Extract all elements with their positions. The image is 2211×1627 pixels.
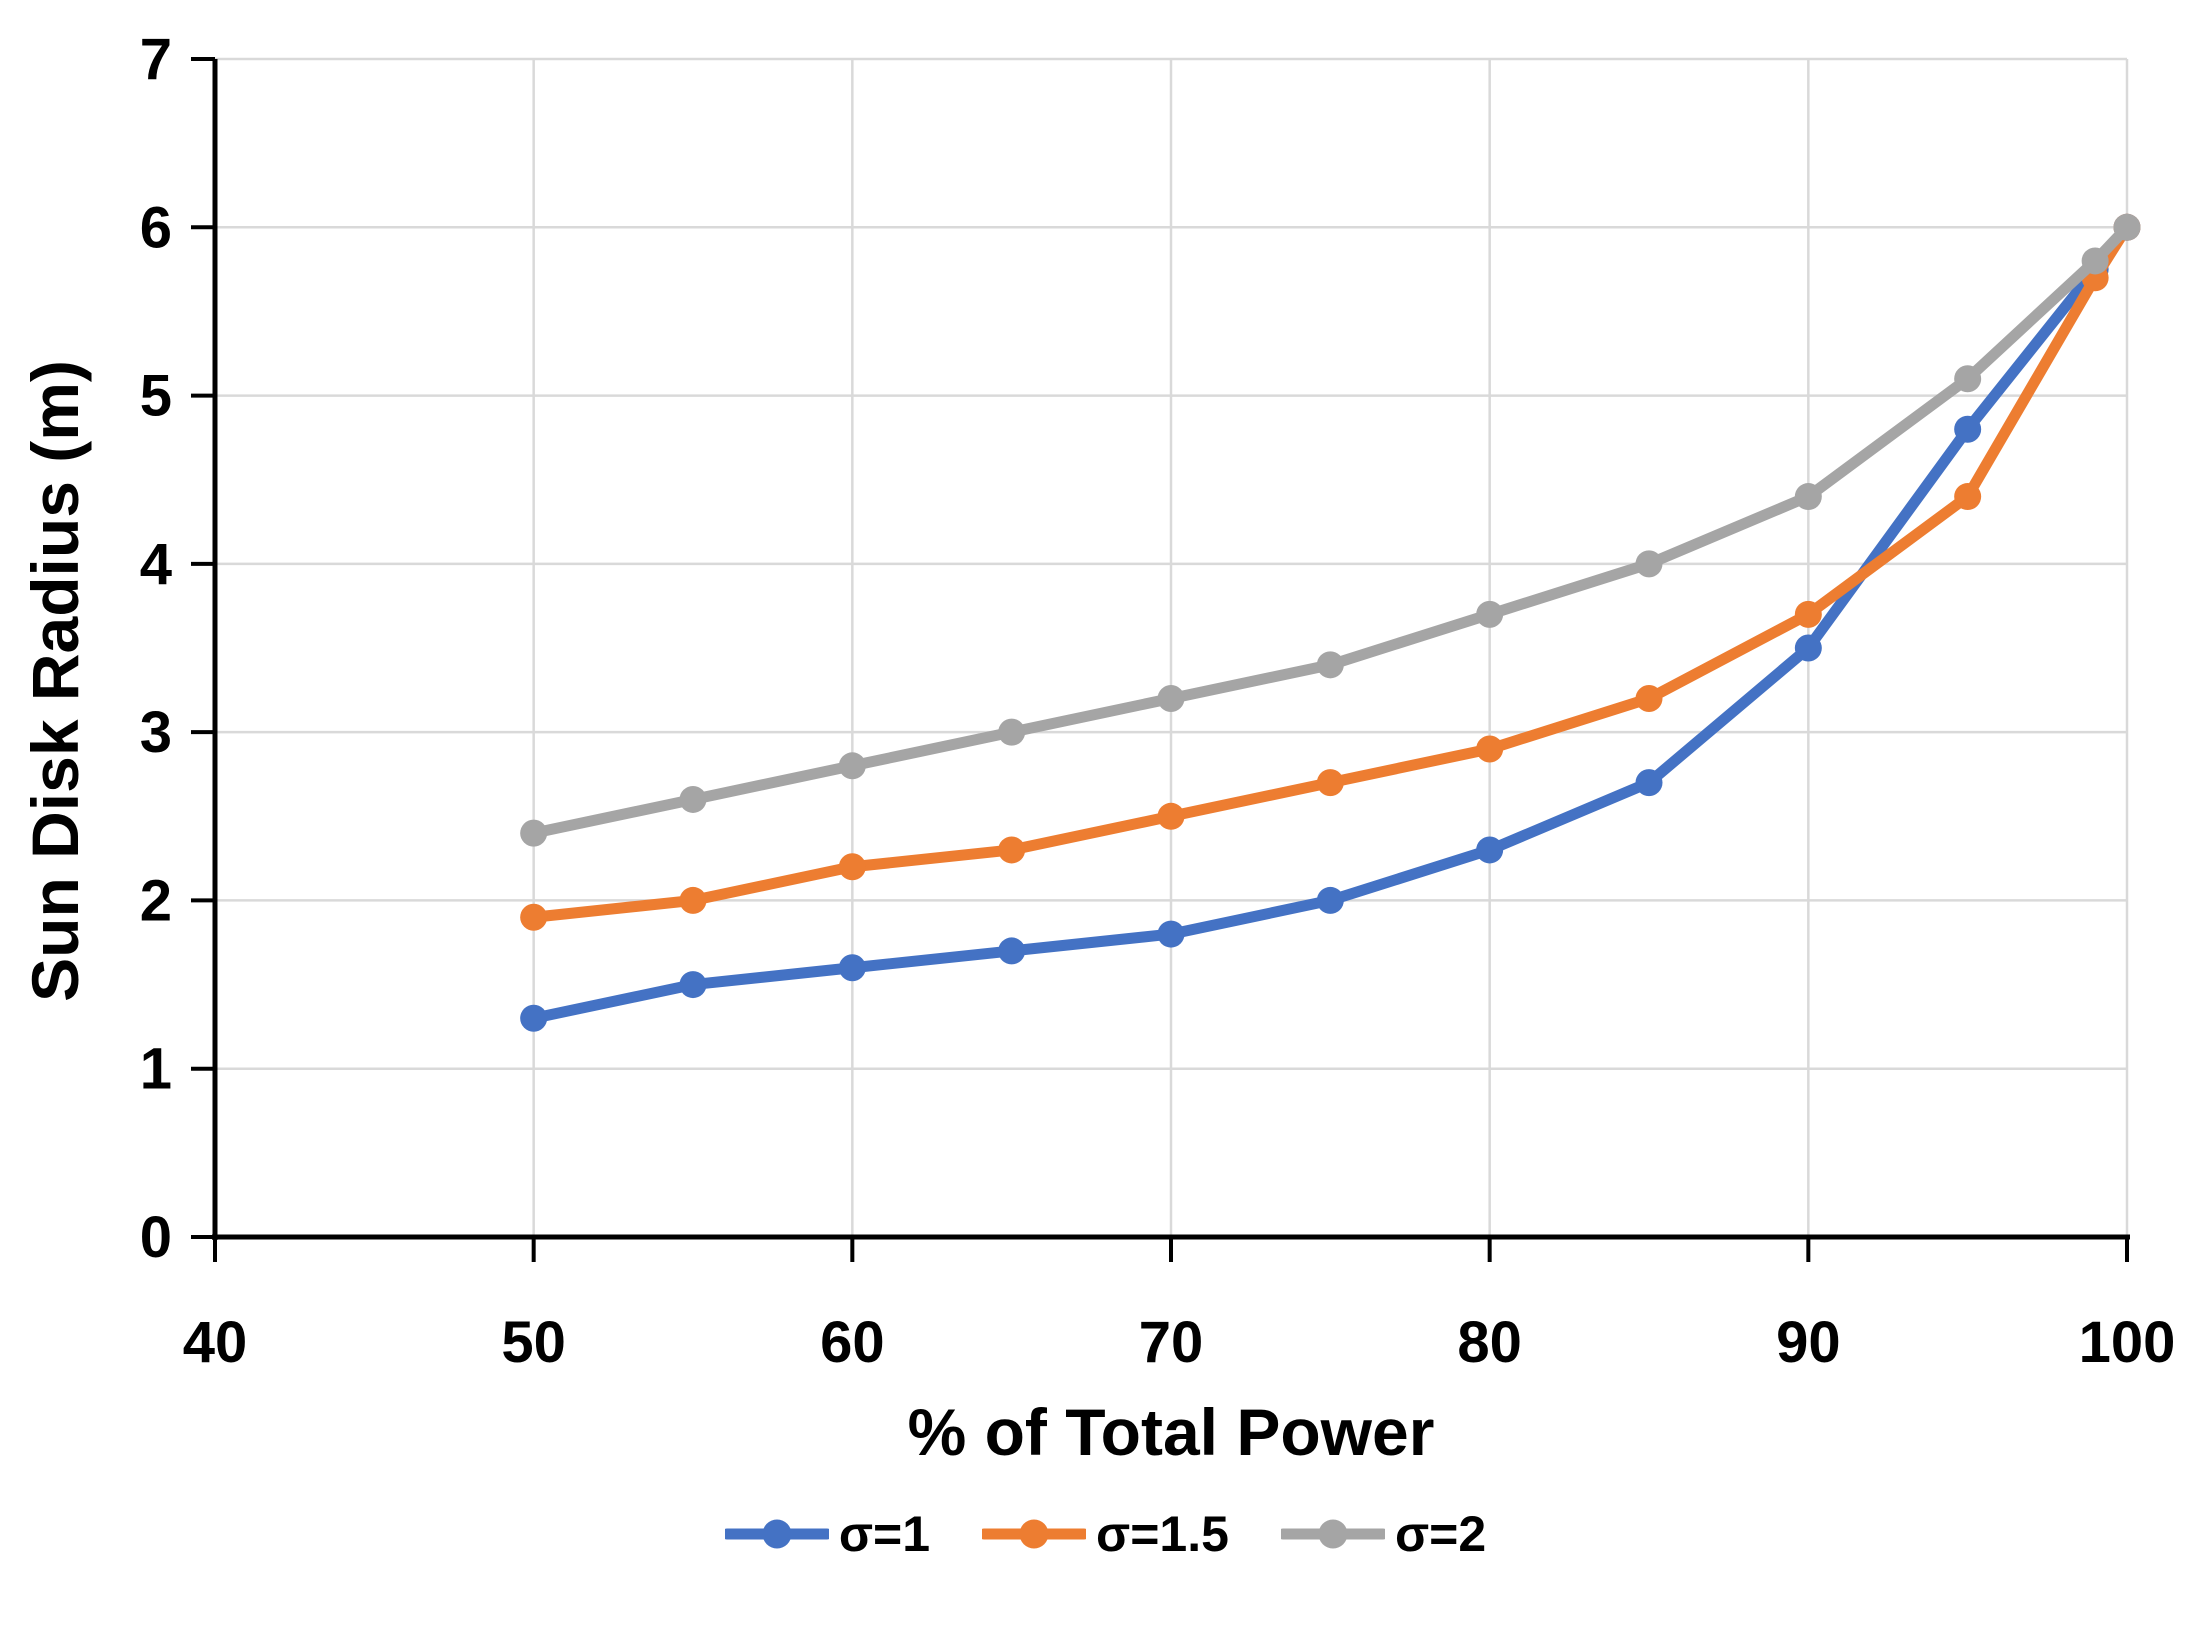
legend-item-σ=1: σ=1 — [724, 1505, 931, 1563]
data-point — [1316, 886, 1344, 914]
data-point — [1476, 600, 1504, 628]
series-line — [528, 221, 2133, 1024]
legend-key-marker — [1318, 1519, 1348, 1549]
axis-ticks — [191, 57, 2129, 1262]
data-point — [1476, 836, 1504, 864]
axes — [212, 59, 2130, 1240]
data-point — [1635, 684, 1663, 712]
series-σ=1 — [520, 213, 2141, 1032]
data-point — [2081, 247, 2109, 275]
y-tick-label: 3 — [140, 700, 172, 765]
data-point — [2113, 213, 2141, 241]
x-tick-label: 50 — [501, 1310, 566, 1375]
series-σ=1.5 — [520, 213, 2141, 931]
data-point — [998, 937, 1026, 965]
y-tick-label: 5 — [140, 364, 172, 429]
legend-key-marker — [762, 1519, 792, 1549]
legend-item-σ=2: σ=2 — [1280, 1505, 1487, 1563]
legend-label: σ=1 — [838, 1506, 931, 1562]
data-point — [838, 954, 866, 982]
data-point — [1157, 684, 1185, 712]
data-point — [1316, 651, 1344, 679]
legend-key-icon — [724, 1519, 829, 1549]
data-point — [998, 836, 1026, 864]
legend-label: σ=1.5 — [1096, 1506, 1229, 1562]
x-tick-label: 70 — [1139, 1310, 1204, 1375]
data-point — [679, 785, 707, 813]
legend-key-icon — [1280, 1519, 1385, 1549]
legend-key-marker — [1019, 1519, 1049, 1549]
y-tick-label: 6 — [140, 195, 172, 260]
chart-legend: σ=1 σ=1.5 σ=2 — [0, 1505, 2211, 1563]
data-point — [838, 853, 866, 881]
y-tick-label: 7 — [140, 27, 172, 92]
data-point — [1954, 415, 1982, 443]
data-point — [1635, 550, 1663, 578]
data-point — [520, 903, 548, 931]
series-line — [528, 221, 2133, 839]
x-tick-label: 60 — [820, 1310, 885, 1375]
data-point — [679, 886, 707, 914]
data-series — [520, 213, 2141, 1032]
y-tick-label: 1 — [140, 1037, 172, 1102]
legend-item-σ=1.5: σ=1.5 — [982, 1505, 1229, 1563]
data-point — [838, 752, 866, 780]
data-point — [1794, 634, 1822, 662]
data-point — [520, 1004, 548, 1032]
data-point — [679, 971, 707, 999]
y-tick-label: 0 — [140, 1205, 172, 1270]
y-tick-label: 2 — [140, 868, 172, 933]
x-tick-label: 40 — [183, 1310, 248, 1375]
data-point — [1794, 600, 1822, 628]
tick-labels: 0 1 2 3 4 5 6 7 40 50 60 70 80 90 100 — [140, 27, 2176, 1375]
x-tick-label: 80 — [1457, 1310, 1522, 1375]
data-point — [1157, 802, 1185, 830]
legend-label: σ=2 — [1394, 1506, 1487, 1562]
x-axis-title: % of Total Power — [908, 1395, 1435, 1469]
data-point — [998, 718, 1026, 746]
data-point — [1635, 769, 1663, 797]
y-axis-title: Sun Disk Radius (m) — [18, 360, 92, 1002]
data-point — [520, 819, 548, 847]
y-tick-label: 4 — [140, 532, 172, 597]
data-point — [1794, 483, 1822, 511]
series-line — [528, 221, 2133, 923]
x-tick-label: 90 — [1776, 1310, 1841, 1375]
data-point — [1954, 483, 1982, 511]
gridlines — [215, 57, 2129, 1237]
data-point — [1316, 769, 1344, 797]
x-tick-label: 100 — [2079, 1310, 2176, 1375]
legend-key-icon — [982, 1519, 1087, 1549]
data-point — [1954, 365, 1982, 393]
series-σ=2 — [520, 213, 2141, 847]
data-point — [1157, 920, 1185, 948]
data-point — [1476, 735, 1504, 763]
